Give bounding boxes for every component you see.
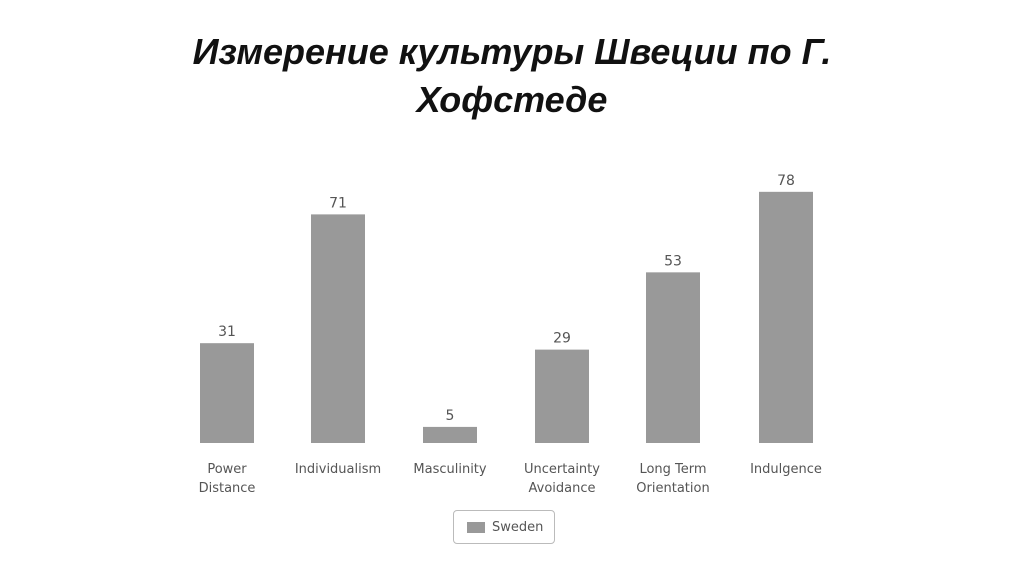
- value-label-1: 71: [329, 195, 347, 211]
- category-label-3: Uncertainty Avoidance: [524, 462, 600, 496]
- legend-swatch-sweden: [467, 521, 485, 533]
- value-label-3: 29: [553, 331, 571, 347]
- value-label-4: 53: [664, 253, 682, 269]
- bar-0[interactable]: [200, 343, 254, 443]
- bar-1[interactable]: [311, 214, 365, 443]
- category-label-0: Power Distance: [199, 462, 256, 496]
- category-label-1: Individualism: [295, 462, 381, 477]
- bar-5[interactable]: [759, 191, 813, 443]
- legend[interactable]: Sweden: [453, 510, 555, 544]
- bar-4[interactable]: [646, 272, 700, 443]
- category-label-2: Masculinity: [413, 462, 487, 477]
- bar-2[interactable]: [423, 426, 477, 443]
- value-label-0: 31: [218, 324, 236, 340]
- value-label-5: 78: [777, 173, 795, 189]
- value-label-2: 5: [446, 408, 455, 424]
- category-label-4: Long Term Orientation: [636, 462, 709, 496]
- legend-label-sweden: Sweden: [492, 519, 544, 535]
- bar-3[interactable]: [535, 349, 589, 443]
- chart-title: Измерение культуры Швеции по Г. Хофстеде: [192, 31, 832, 120]
- category-label-5: Indulgence: [750, 462, 822, 477]
